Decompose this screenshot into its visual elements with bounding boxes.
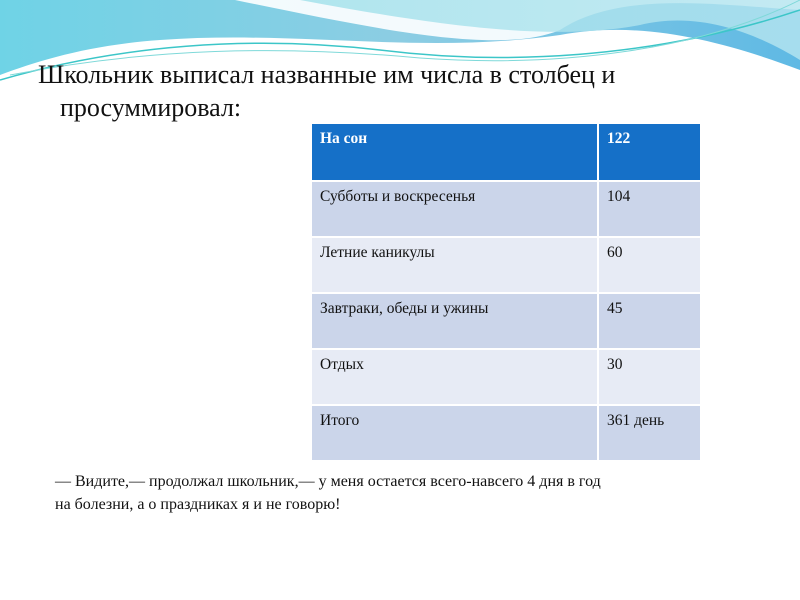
table-cell-value: 30 [597,348,702,406]
table-cell-label: На сон [310,122,599,182]
table-cell-label: Завтраки, обеды и ужины [310,292,599,350]
table-row: Летние каникулы 60 [310,236,702,294]
sum-table: На сон 122 Субботы и воскресенья 104 Лет… [310,122,702,462]
table-row-total: Итого 361 день [310,404,702,462]
slide-title: Школьник выписал названные им числа в ст… [38,58,758,124]
title-line-1: Школьник выписал названные им числа в ст… [38,60,616,89]
table-row: Субботы и воскресенья 104 [310,180,702,238]
table-header-row: На сон 122 [310,122,702,182]
table-cell-value: 60 [597,236,702,294]
footer-quote: — Видите,— продолжал школьник,— у меня о… [55,470,755,516]
table-cell-label: Субботы и воскресенья [310,180,599,238]
title-line-2: просуммировал: [60,93,242,122]
table-row: Отдых 30 [310,348,702,406]
footer-line-1: — Видите,— продолжал школьник,— у меня о… [55,473,601,490]
table-cell-label: Итого [310,404,599,462]
table-cell-label: Отдых [310,348,599,406]
table-row: Завтраки, обеды и ужины 45 [310,292,702,350]
table-cell-value: 104 [597,180,702,238]
table-cell-value: 45 [597,292,702,350]
table-cell-value: 361 день [597,404,702,462]
footer-line-2: на болезни, а о праздниках я и не говорю… [55,496,341,513]
table-cell-label: Летние каникулы [310,236,599,294]
table-cell-value: 122 [597,122,702,182]
